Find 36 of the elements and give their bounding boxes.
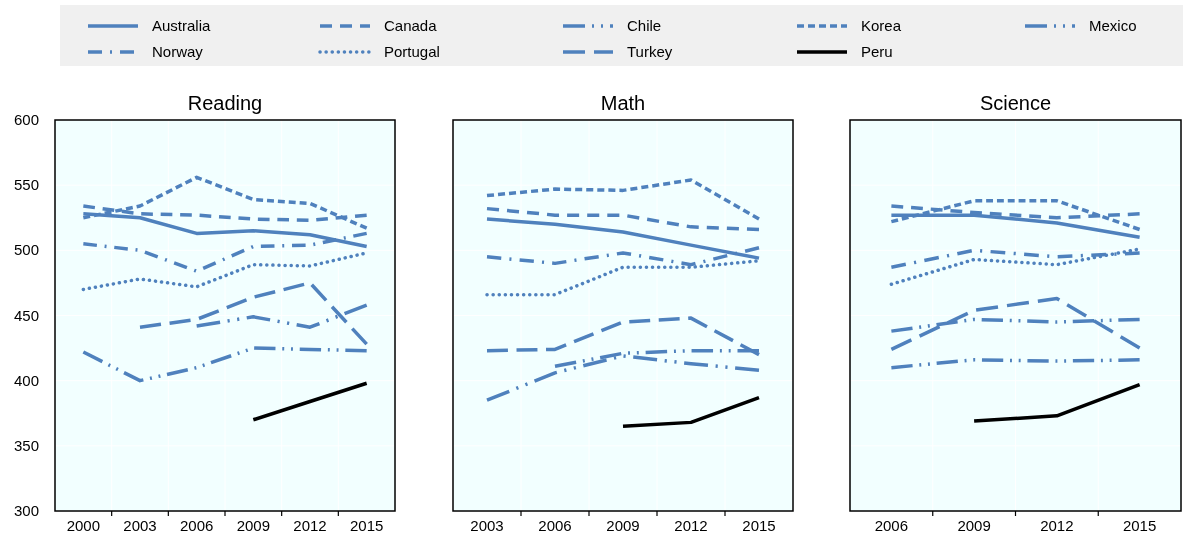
chart-title: Science	[979, 92, 1052, 114]
y-tick-label: 350	[13, 436, 39, 454]
x-tick-label: 2003	[470, 517, 504, 534]
x-tick-label: 2015	[1122, 517, 1157, 534]
y-tick-label: 500	[13, 241, 39, 259]
x-tick-label: 2000	[66, 517, 101, 534]
legend-label: Chile	[627, 17, 662, 34]
x-tick-label: 2012	[674, 517, 708, 534]
y-tick-label: 300	[13, 502, 39, 519]
x-tick-label: 2006	[179, 517, 214, 534]
legend-label: Peru	[861, 43, 893, 60]
y-tick-label: 400	[13, 371, 39, 389]
x-tick-label: 2003	[123, 517, 157, 534]
x-tick-label: 2015	[742, 517, 776, 534]
y-tick-label: 550	[13, 176, 39, 194]
legend-label: Norway	[152, 43, 204, 60]
legend-label: Australia	[152, 17, 212, 34]
line-series	[138, 281, 369, 346]
x-tick-label: 2012	[293, 517, 327, 534]
legend-label: Korea	[861, 17, 902, 34]
legend-label: Portugal	[384, 43, 440, 60]
x-tick-label: 2009	[957, 517, 991, 534]
x-tick-label: 2006	[874, 517, 909, 534]
x-tick-label: 2009	[606, 517, 640, 534]
y-tick-label: 600	[13, 111, 39, 128]
x-tick-label: 2006	[538, 517, 572, 534]
legend-label: Turkey	[627, 43, 673, 60]
chart-title: Math	[600, 92, 646, 114]
chart-title: Reading	[187, 92, 263, 114]
y-tick-label: 450	[13, 306, 39, 324]
line-series	[81, 346, 369, 383]
legend-label: Canada	[384, 17, 438, 34]
legend-label: Mexico	[1089, 17, 1137, 34]
x-tick-label: 2015	[349, 517, 384, 534]
x-tick-label: 2009	[236, 517, 271, 534]
x-tick-label: 2012	[1040, 517, 1074, 534]
